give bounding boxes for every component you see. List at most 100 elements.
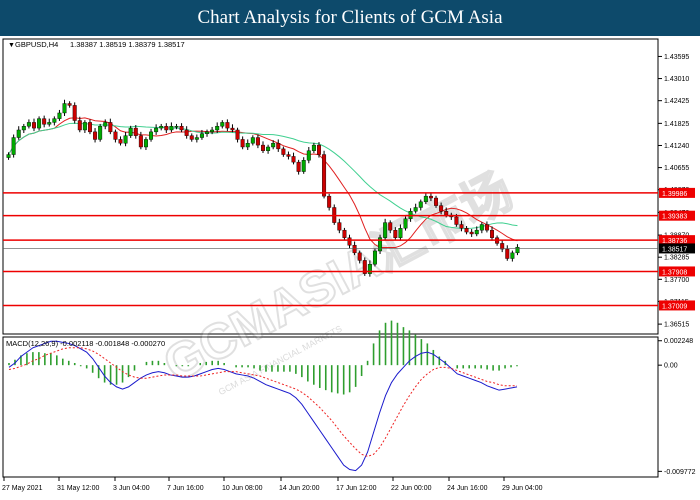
bull-candle: [123, 135, 128, 144]
macd-series: [8, 320, 518, 472]
bull-candle: [52, 118, 57, 123]
price-tick-label: 1.37700: [664, 277, 689, 284]
bear-candle: [352, 245, 357, 254]
bear-candle: [67, 103, 72, 106]
bull-candle: [367, 263, 372, 274]
moving-averages: [8, 117, 518, 249]
level-label: 1.37908: [662, 269, 687, 276]
bear-candle: [322, 154, 327, 197]
bear-candle: [235, 129, 240, 140]
macd-tick-label: 0.00: [664, 363, 678, 370]
bear-candle: [276, 143, 281, 150]
time-tick-label: 22 Jun 00:00: [391, 485, 432, 492]
bear-candle: [230, 127, 235, 131]
bull-candle: [418, 201, 423, 208]
bull-candle: [62, 103, 67, 114]
bear-candle: [138, 135, 143, 148]
bull-candle: [194, 137, 199, 140]
bear-candle: [77, 120, 82, 131]
bull-candle: [413, 207, 418, 212]
bear-candle: [459, 224, 464, 229]
bear-candle: [87, 122, 92, 133]
bull-candle: [57, 112, 62, 119]
bear-candle: [225, 122, 230, 129]
time-tick-label: 7 Jun 16:00: [167, 485, 204, 492]
current-price-label: 1.38517: [662, 246, 687, 253]
level-label-box: [659, 187, 695, 198]
bear-candle: [505, 248, 510, 259]
level-label-box: [659, 235, 695, 246]
bull-candle: [21, 125, 26, 131]
bull-candle: [6, 154, 11, 158]
bear-candle: [281, 148, 286, 155]
bull-candle: [103, 122, 108, 127]
bull-candle: [143, 139, 148, 148]
bear-candle: [484, 224, 489, 231]
level-label-box: [659, 266, 695, 277]
bull-candle: [250, 137, 255, 144]
level-label: 1.39986: [662, 191, 687, 198]
bull-candle: [266, 146, 271, 151]
current-price-box: [659, 243, 695, 254]
bull-candle: [174, 125, 179, 128]
bear-candle: [464, 228, 469, 233]
bear-candle: [388, 222, 393, 231]
bull-candle: [149, 131, 154, 140]
level-label-box: [659, 300, 695, 311]
bear-candle: [428, 195, 433, 199]
moving-average-slow: [8, 122, 518, 229]
bear-candle: [337, 222, 342, 231]
bear-candle: [347, 237, 352, 246]
bear-candle: [357, 252, 362, 261]
price-tick-label: 1.43010: [664, 76, 689, 83]
bull-candle: [474, 229, 479, 235]
bear-candle: [240, 139, 245, 148]
price-tick-label: 1.40655: [664, 165, 689, 172]
bear-candle: [133, 127, 138, 136]
bear-candle: [316, 144, 321, 155]
price-tick-label: 1.42425: [664, 98, 689, 105]
bear-candle: [291, 156, 296, 163]
level-lines: 1.39986 1.39383 1.38736 1.37908 1.37009 1.385…: [3, 187, 695, 311]
bear-candle: [32, 122, 36, 129]
bull-candle: [510, 252, 515, 259]
banner-title: Chart Analysis for Clients of GCM Asia: [0, 0, 700, 36]
bear-candle: [393, 229, 398, 238]
bear-candle: [164, 125, 169, 131]
bear-candle: [444, 211, 449, 216]
level-label: 1.38736: [662, 238, 687, 245]
time-tick-label: 3 Jun 04:00: [113, 485, 150, 492]
bear-candle: [296, 161, 301, 172]
bull-candle: [220, 122, 225, 127]
bull-candle: [383, 222, 388, 238]
time-tick-label: 24 Jun 16:00: [447, 485, 488, 492]
candlestick-series: [6, 99, 520, 277]
bull-candle: [423, 195, 428, 203]
bull-candle: [128, 127, 133, 136]
bull-candle: [403, 218, 408, 229]
bull-candle: [154, 127, 159, 133]
macd-axis: 0.002248 0.00 -0.009772: [658, 338, 696, 476]
bull-candle: [378, 237, 383, 252]
bear-candle: [118, 139, 123, 144]
level-label: 1.37009: [662, 303, 687, 310]
time-tick-label: 17 Jun 12:00: [336, 485, 377, 492]
time-tick-label: 14 Jun 20:00: [279, 485, 320, 492]
bear-candle: [454, 216, 459, 225]
bear-candle: [327, 195, 332, 208]
level-label: 1.39383: [662, 214, 687, 221]
bear-candle: [362, 260, 367, 274]
chart-area: GCMASIA汇市场 GCM ASIA FINANCIAL MARKETS 1.…: [2, 38, 696, 492]
bear-candle: [113, 131, 118, 140]
macd-panel: [2, 336, 659, 478]
time-axis: 27 May 2021 31 May 12:00 3 Jun 04:00 7 Jun …: [2, 477, 543, 492]
bear-candle: [179, 125, 184, 131]
bear-candle: [500, 243, 505, 250]
bear-candle: [189, 135, 194, 140]
bear-candle: [93, 131, 98, 140]
bear-candle: [108, 122, 113, 133]
bull-candle: [16, 129, 21, 138]
time-tick-label: 31 May 12:00: [57, 485, 100, 492]
time-tick-label: 10 Jun 08:00: [222, 485, 263, 492]
bear-candle: [184, 129, 189, 136]
